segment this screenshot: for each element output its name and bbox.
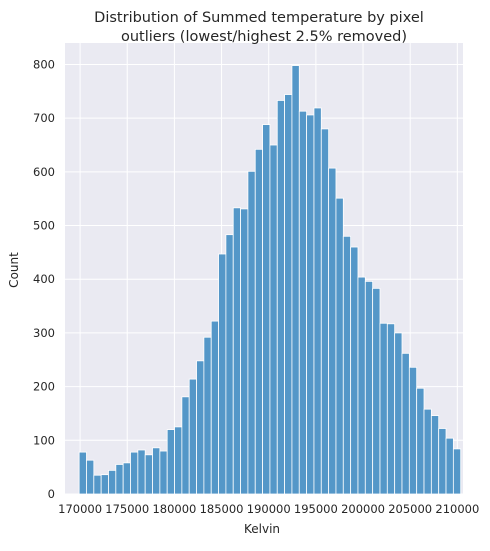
y-tick-label: 800	[33, 57, 55, 71]
x-tick-label: 175000	[105, 502, 149, 516]
y-tick-label: 600	[33, 165, 55, 179]
y-tick-label: 0	[48, 487, 55, 501]
histogram-bar	[122, 462, 131, 495]
y-tick-label: 400	[33, 272, 55, 286]
y-tick-labels: 0 100 200 300 400 500 600 700 800	[33, 57, 55, 501]
x-tick-label: 205000	[388, 502, 432, 516]
histogram-bar	[86, 459, 95, 495]
histogram-bar	[379, 322, 388, 495]
chart-title-line-2: outliers (lowest/highest 2.5% removed)	[121, 29, 407, 45]
histogram-bar	[240, 208, 249, 495]
histogram-bar	[262, 124, 271, 495]
histogram-bar	[188, 378, 197, 495]
y-tick-label: 500	[33, 219, 55, 233]
histogram-bar	[232, 207, 241, 495]
histogram-bar	[408, 366, 418, 495]
y-axis-label: Count	[7, 252, 21, 288]
histogram-bar	[313, 107, 322, 495]
x-tick-label: 195000	[294, 502, 338, 516]
histogram-bar	[416, 387, 425, 495]
histogram-bar	[130, 451, 139, 495]
x-tick-label: 185000	[200, 502, 244, 516]
histogram-bar	[394, 332, 403, 495]
histogram-bar	[291, 65, 300, 495]
histogram-bar	[225, 234, 234, 495]
histogram-bar	[93, 474, 102, 495]
histogram-bar	[254, 148, 263, 495]
histogram-bar	[152, 447, 161, 495]
histogram-bar	[269, 144, 278, 495]
histogram-bar	[452, 448, 462, 495]
histogram-bar	[174, 426, 183, 495]
y-tick-label: 300	[33, 326, 55, 340]
histogram-bar	[210, 320, 219, 495]
histogram-bar	[78, 451, 87, 495]
histogram-bar	[284, 94, 293, 495]
histogram-bar	[357, 276, 366, 495]
histogram-bar	[342, 235, 352, 495]
x-tick-label: 210000	[435, 502, 479, 516]
x-axis-label: Kelvin	[244, 522, 280, 536]
y-tick-label: 700	[33, 111, 55, 125]
histogram-bar	[423, 408, 432, 495]
histogram-bar	[445, 437, 454, 495]
histogram-bar	[372, 287, 381, 495]
y-tick-label: 200	[33, 380, 55, 394]
histogram-bar	[320, 128, 330, 495]
histogram-bar	[108, 469, 117, 495]
histogram-bar	[166, 429, 175, 495]
histogram-bar	[159, 450, 168, 495]
y-tick-label: 100	[33, 433, 55, 447]
histogram-bar	[181, 396, 190, 495]
histogram-bar	[115, 464, 124, 495]
histogram-bar	[276, 100, 285, 495]
x-tick-label: 190000	[247, 502, 291, 516]
histogram-bar	[298, 110, 308, 495]
histogram-bar	[364, 280, 374, 495]
x-tick-label: 180000	[152, 502, 196, 516]
histogram-bar	[100, 474, 109, 495]
histogram-bar	[137, 449, 146, 495]
histogram-bar	[401, 352, 410, 495]
x-tick-label: 200000	[341, 502, 385, 516]
histogram-bar	[350, 246, 359, 495]
x-tick-label: 170000	[58, 502, 102, 516]
histogram-bar	[144, 454, 153, 495]
histogram-bar	[430, 415, 440, 495]
histogram-bars	[78, 65, 462, 495]
histogram-bar	[438, 428, 447, 495]
histogram-bar	[386, 323, 396, 495]
x-tick-labels: 170000 175000 180000 185000 190000 195000 2000…	[58, 502, 479, 516]
histogram-bar	[328, 167, 337, 495]
histogram-bar	[335, 197, 344, 495]
histogram-bar	[203, 336, 212, 495]
histogram-bar	[306, 114, 315, 495]
histogram-bar	[218, 253, 227, 495]
histogram-bar	[247, 170, 256, 495]
histogram-bar	[196, 360, 205, 495]
chart-title-line-1: Distribution of Summed temperature by pi…	[94, 10, 424, 26]
